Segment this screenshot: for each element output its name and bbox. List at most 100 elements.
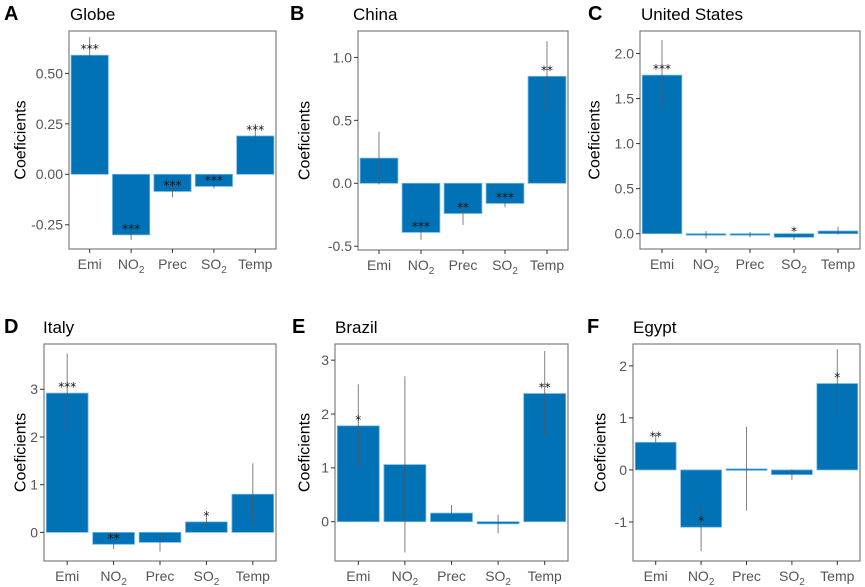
- panel-b: B ChinaCoeficients**********-0.50.00.51.0…: [290, 3, 569, 277]
- panel-letter: B: [290, 3, 304, 25]
- y-tick-label: -0.5: [328, 238, 352, 254]
- significance-label: **: [539, 381, 551, 395]
- significance-label: ***: [205, 173, 223, 187]
- x-tick-label: NO2: [100, 568, 127, 587]
- x-tick-label: NO2: [392, 568, 419, 587]
- significance-label: *: [203, 509, 209, 523]
- significance-label: *: [834, 371, 840, 385]
- y-axis-title: Coeficients: [297, 413, 314, 492]
- significance-label: **: [108, 531, 120, 545]
- x-tick-label: Emi: [78, 256, 102, 272]
- y-tick-label: 0.5: [333, 112, 353, 128]
- significance-label: **: [457, 201, 469, 215]
- y-tick-label: 0.25: [36, 116, 63, 132]
- x-tick-label: NO2: [688, 568, 715, 587]
- y-axis-title: Coeficients: [593, 413, 610, 492]
- x-tick-label: SO2: [201, 256, 227, 276]
- x-tick-label: NO2: [118, 256, 145, 276]
- x-tick-label: SO2: [492, 257, 518, 277]
- y-tick-label: 1: [619, 410, 627, 426]
- x-tick-label: Prec: [158, 256, 187, 272]
- significance-label: ***: [653, 62, 671, 76]
- significance-label: ***: [246, 123, 264, 137]
- y-axis-title: Coeficients: [13, 100, 30, 179]
- significance-label: **: [541, 63, 553, 77]
- panel-title: Egypt: [633, 318, 677, 337]
- panel-letter: D: [4, 316, 18, 338]
- panel-letter: A: [4, 3, 18, 25]
- y-tick-label: 1: [321, 460, 329, 476]
- y-axis-title: Coeficients: [587, 100, 604, 179]
- y-tick-label: 0.0: [615, 226, 635, 242]
- bar-emi: [70, 54, 109, 175]
- y-tick-label: 0: [30, 524, 38, 540]
- x-tick-label: Prec: [449, 257, 478, 273]
- y-tick-label: 0: [619, 462, 627, 478]
- x-tick-label: NO2: [408, 257, 435, 277]
- x-tick-label: Prec: [732, 568, 761, 584]
- panel-title: China: [353, 5, 398, 24]
- panel-title: Globe: [70, 5, 115, 24]
- x-tick-label: Prec: [437, 568, 466, 584]
- x-tick-label: Emi: [367, 257, 391, 273]
- x-tick-label: Temp: [821, 256, 855, 272]
- panel-title: United States: [641, 5, 743, 24]
- y-tick-label: 3: [30, 381, 38, 397]
- y-tick-label: -0.25: [31, 217, 63, 233]
- significance-label: *: [791, 224, 797, 238]
- panel-a: A Globe Coeficients *** *** *** *** *** -0.25 0.0…: [4, 3, 277, 276]
- x-tick-label: Emi: [644, 568, 668, 584]
- y-tick-label: 0.50: [36, 65, 63, 81]
- y-tick-label: 0.5: [615, 181, 635, 197]
- y-tick-label: 1: [30, 477, 38, 493]
- panel-letter: E: [292, 316, 305, 338]
- significance-label: *: [698, 514, 704, 528]
- x-tick-label: SO2: [779, 568, 805, 587]
- y-tick-label: 1.0: [333, 49, 353, 65]
- panel-c: C United StatesCoeficients****0.00.51.01.…: [587, 3, 861, 276]
- panel-title: Brazil: [335, 318, 378, 337]
- y-tick-label: 2: [619, 358, 627, 374]
- x-tick-label: SO2: [485, 568, 511, 587]
- x-tick-label: Prec: [736, 256, 765, 272]
- significance-label: ***: [412, 219, 430, 233]
- significance-label: *: [355, 413, 361, 427]
- x-tick-label: Temp: [238, 256, 272, 272]
- bar-no2: [401, 182, 441, 233]
- x-tick-label: Temp: [236, 568, 270, 584]
- x-tick-label: Emi: [55, 568, 79, 584]
- significance-label: ***: [164, 178, 182, 192]
- x-tick-label: Temp: [530, 257, 564, 273]
- significance-label: ***: [58, 380, 76, 394]
- panel-letter: F: [587, 316, 599, 338]
- x-tick-label: SO2: [781, 256, 807, 276]
- significance-label: ***: [81, 42, 99, 56]
- y-axis-title: Coeficients: [297, 101, 314, 180]
- y-tick-label: 0.00: [36, 166, 63, 182]
- significance-label: **: [650, 429, 662, 443]
- y-tick-label: 2.0: [615, 45, 635, 61]
- panel-letter: C: [588, 3, 602, 25]
- y-tick-label: 1.5: [615, 90, 635, 106]
- y-tick-label: -1: [615, 514, 628, 530]
- y-tick-label: 0: [321, 514, 329, 530]
- y-tick-label: 2: [321, 406, 329, 422]
- x-tick-label: NO2: [693, 256, 720, 276]
- bar-no2: [112, 173, 151, 236]
- x-tick-label: Temp: [528, 568, 562, 584]
- x-tick-label: Emi: [650, 256, 674, 272]
- y-axis-title: Coeficients: [13, 413, 30, 492]
- x-tick-label: SO2: [194, 568, 220, 587]
- significance-label: ***: [122, 222, 140, 236]
- significance-label: ***: [496, 190, 514, 204]
- x-tick-label: Temp: [820, 568, 854, 584]
- panel-title: Italy: [43, 318, 75, 337]
- x-tick-label: Prec: [146, 568, 175, 584]
- x-tick-label: Emi: [346, 568, 370, 584]
- y-tick-label: 3: [321, 352, 329, 368]
- y-tick-label: 1.0: [615, 136, 635, 152]
